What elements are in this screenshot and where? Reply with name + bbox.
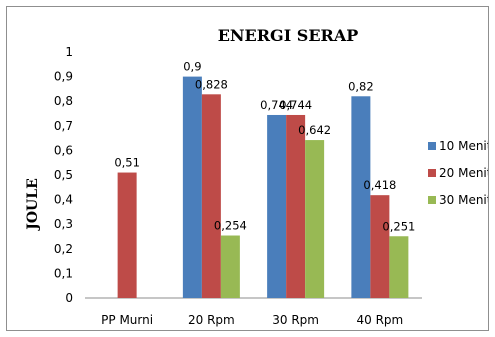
- data-label: 0,254: [214, 219, 247, 233]
- bar: [182, 76, 202, 298]
- data-label: 0,418: [363, 178, 396, 192]
- y-tick-label: 0,9: [54, 70, 73, 84]
- data-label: 0,251: [382, 219, 415, 233]
- data-label: 0,828: [195, 77, 228, 91]
- legend-swatch: [428, 196, 436, 204]
- bar: [201, 94, 221, 298]
- legend-swatch: [428, 169, 436, 177]
- legend-label: 20 Menit: [439, 166, 488, 180]
- x-axis-ticks: PP Murni 20 Rpm 30 Rpm 40 Rpm: [101, 313, 403, 327]
- legend-swatch: [428, 142, 436, 150]
- y-tick-label: 0,2: [54, 242, 73, 256]
- legend: 10 Menit 20 Menit 30 Menit: [428, 139, 488, 207]
- y-tick-label: 0,7: [54, 119, 73, 133]
- data-label: 0,642: [298, 123, 331, 137]
- data-label: 0,82: [348, 79, 374, 93]
- x-tick-label: 30 Rpm: [272, 313, 319, 327]
- bar: [117, 172, 137, 298]
- bar: [370, 195, 390, 298]
- bar: [389, 236, 409, 298]
- y-tick-label: 0,5: [54, 168, 73, 182]
- legend-label: 30 Menit: [439, 193, 488, 207]
- bar: [305, 140, 325, 298]
- chart-frame: ENERGI SERAP JOULE 0 0,1 0,2 0,3 0,4 0,5 0,6 0,…: [6, 6, 489, 331]
- y-tick-label: 0,3: [54, 217, 73, 231]
- x-tick-label: 20 Rpm: [188, 313, 235, 327]
- y-tick-label: 0,4: [54, 193, 73, 207]
- bar: [286, 114, 306, 298]
- y-tick-label: 0,1: [54, 266, 73, 280]
- bars-group: [117, 76, 409, 298]
- data-label: 0,51: [114, 156, 140, 170]
- chart-title: ENERGI SERAP: [218, 26, 359, 45]
- y-tick-label: 0,8: [54, 94, 73, 108]
- data-label: 0,744: [279, 98, 312, 112]
- legend-label: 10 Menit: [439, 139, 488, 153]
- data-label: 0,744: [260, 98, 293, 112]
- y-tick-label: 1: [65, 45, 73, 59]
- bar: [267, 114, 287, 298]
- y-axis-label: JOULE: [25, 178, 41, 232]
- bar: [220, 235, 240, 298]
- data-label: 0,9: [183, 60, 201, 74]
- y-tick-label: 0: [65, 291, 73, 305]
- bar: [351, 96, 371, 298]
- y-tick-label: 0,6: [54, 143, 73, 157]
- x-tick-label: PP Murni: [101, 313, 153, 327]
- x-tick-label: 40 Rpm: [357, 313, 404, 327]
- y-axis-ticks: 0 0,1 0,2 0,3 0,4 0,5 0,6 0,7 0,8 0,9 1: [54, 45, 73, 305]
- bar-chart: ENERGI SERAP JOULE 0 0,1 0,2 0,3 0,4 0,5 0,6 0,…: [25, 26, 488, 327]
